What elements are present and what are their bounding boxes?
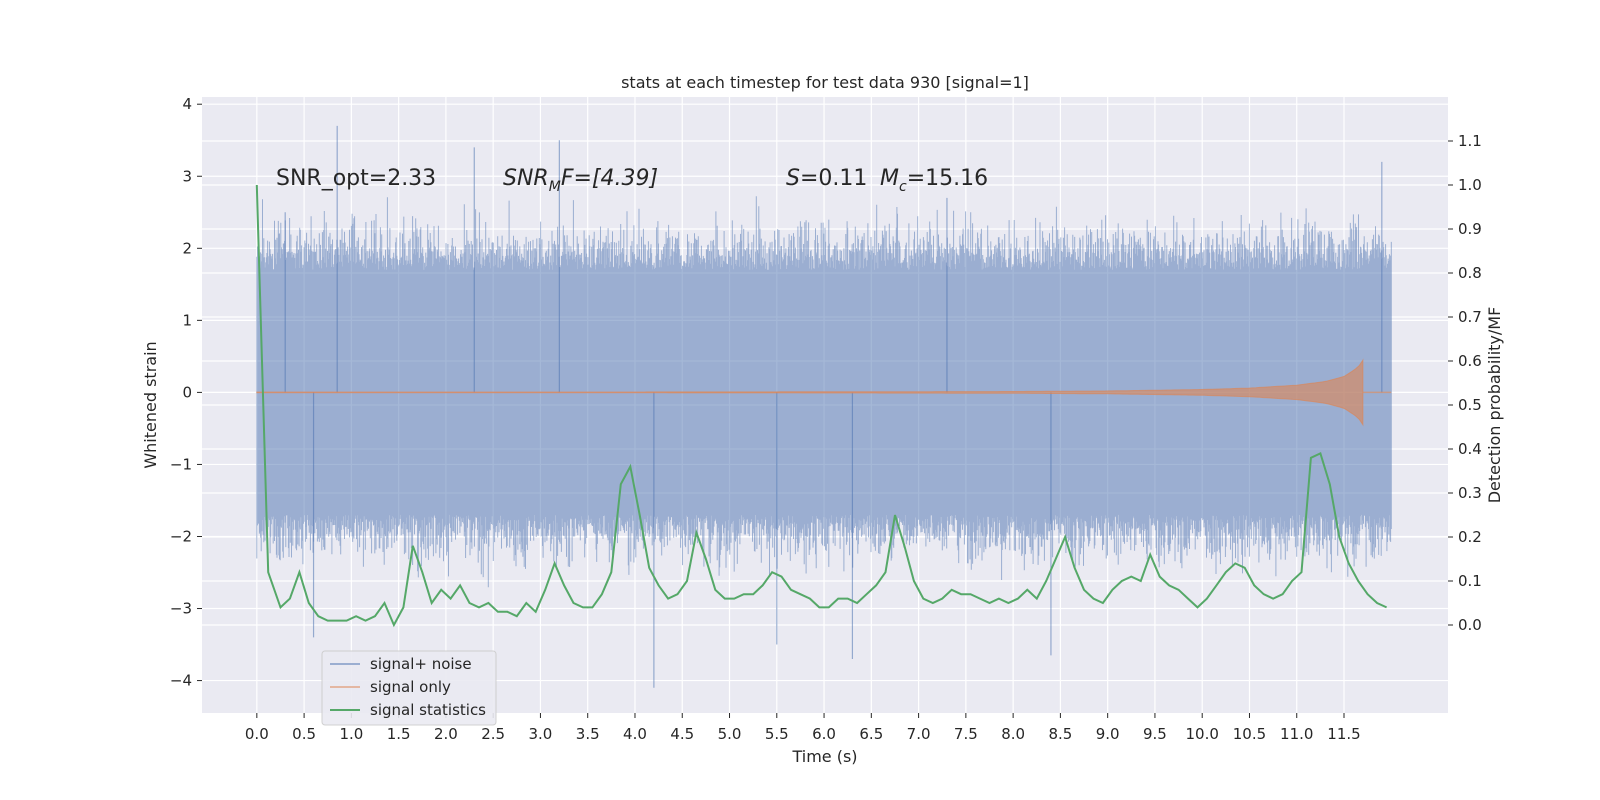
- x-tick-label: 10.0: [1186, 725, 1219, 743]
- y-tick-label: −2: [170, 527, 192, 545]
- y-tick-label: 3: [182, 167, 192, 185]
- y2-tick-label: 0.9: [1458, 220, 1482, 238]
- y-tick-label: 2: [182, 239, 192, 257]
- x-tick-label: 2.0: [434, 725, 458, 743]
- y2-tick-label: 0.0: [1458, 616, 1482, 634]
- y2-axis-label: Detection probability/MF: [1485, 307, 1504, 504]
- y-axis-ticks: 4 3 2 1 0 −1 −2 −3 −4: [170, 95, 202, 690]
- x-tick-label: 11.5: [1327, 725, 1360, 743]
- signal-statistics-line: [255, 184, 1388, 628]
- x-tick-label: 6.5: [859, 725, 883, 743]
- legend-box: [321, 650, 497, 726]
- y-tick-label: 1: [182, 311, 192, 329]
- series-signal-only: [256, 358, 1392, 427]
- y2-tick-label: 0.3: [1458, 484, 1482, 502]
- x-tick-label: 9.0: [1096, 725, 1120, 743]
- chart-title: stats at each timestep for test data 930…: [621, 73, 1029, 92]
- annotation-snr-mf-main: SNR: [503, 166, 549, 191]
- x-tick-label: 11.0: [1280, 725, 1313, 743]
- y2-tick-label: 0.4: [1458, 440, 1482, 458]
- signal-only-trace: [256, 358, 1364, 427]
- annotation-s-main: S: [786, 166, 800, 191]
- y2-tick-label: 0.7: [1458, 308, 1482, 326]
- x-tick-label: 9.5: [1143, 725, 1167, 743]
- x-tick-label: 10.5: [1233, 725, 1266, 743]
- y-tick-label: 0: [182, 383, 192, 401]
- y2-tick-label: 1.0: [1458, 176, 1482, 194]
- x-tick-label: 5.5: [765, 725, 789, 743]
- legend-label-signal-statistics: signal statistics: [370, 701, 486, 719]
- x-tick-label: 2.5: [481, 725, 505, 743]
- y-tick-label: −3: [170, 600, 192, 618]
- annotation-mc-main: M: [880, 166, 899, 191]
- x-tick-label: 8.5: [1048, 725, 1072, 743]
- x-tick-label: 3.0: [529, 725, 553, 743]
- x-tick-label: 3.5: [576, 725, 600, 743]
- series-signal-noise: [256, 125, 1392, 688]
- x-tick-label: 8.0: [1001, 725, 1025, 743]
- y2-axis-ticks: 1.1 1.0 0.9 0.8 0.7 0.6 0.5 0.4 0.3 0.2 0.1 0.0: [1448, 132, 1482, 634]
- x-tick-label: 0.5: [292, 725, 316, 743]
- annotation-snr-mf-sub: M: [549, 179, 561, 195]
- x-tick-label: 7.5: [954, 725, 978, 743]
- y2-tick-label: 0.6: [1458, 352, 1482, 370]
- annotation-snr-mf-rest: F=[4.39]: [561, 166, 658, 191]
- x-tick-label: 5.0: [718, 725, 742, 743]
- y2-tick-label: 0.8: [1458, 264, 1482, 282]
- annotation-snr-opt: SNR_opt=2.33: [276, 166, 436, 191]
- annotation-mc-rest: =15.16: [907, 166, 988, 191]
- legend-label-signal-noise: signal+ noise: [370, 655, 472, 673]
- annotation-s: S=0.11: [786, 166, 867, 191]
- y-axis-label: Whitened strain: [141, 341, 160, 468]
- y2-tick-label: 0.2: [1458, 528, 1482, 546]
- y2-tick-label: 1.1: [1458, 132, 1482, 150]
- x-tick-label: 4.5: [670, 725, 694, 743]
- x-axis-label: Time (s): [791, 747, 857, 766]
- x-axis-ticks: 0.0 0.5 1.0 1.5 2.0 2.5 3.0 3.5 4.0 4.5 5.0 5.5 6.0 6…: [245, 713, 1361, 743]
- legend-label-signal-only: signal only: [370, 678, 451, 696]
- x-tick-label: 1.5: [387, 725, 411, 743]
- x-tick-label: 1.0: [339, 725, 363, 743]
- x-tick-label: 7.0: [907, 725, 931, 743]
- x-tick-label: 4.0: [623, 725, 647, 743]
- y2-tick-label: 0.1: [1458, 572, 1482, 590]
- y2-tick-label: 0.5: [1458, 396, 1482, 414]
- y-tick-label: −4: [170, 672, 192, 690]
- series-signal-statistics: [255, 184, 1388, 628]
- y-tick-label: −1: [170, 455, 192, 473]
- x-tick-label: 0.0: [245, 725, 269, 743]
- annotation-snr-mf: SNRMF=[4.39]: [503, 166, 658, 195]
- legend: signal+ noise signal only signal statist…: [321, 650, 497, 726]
- x-tick-label: 6.0: [812, 725, 836, 743]
- y-tick-label: 4: [182, 95, 192, 113]
- annotation-mc-sub: c: [899, 179, 907, 195]
- annotation-s-rest: =0.11: [800, 166, 867, 191]
- annotation-mc: Mc=15.16: [880, 166, 988, 195]
